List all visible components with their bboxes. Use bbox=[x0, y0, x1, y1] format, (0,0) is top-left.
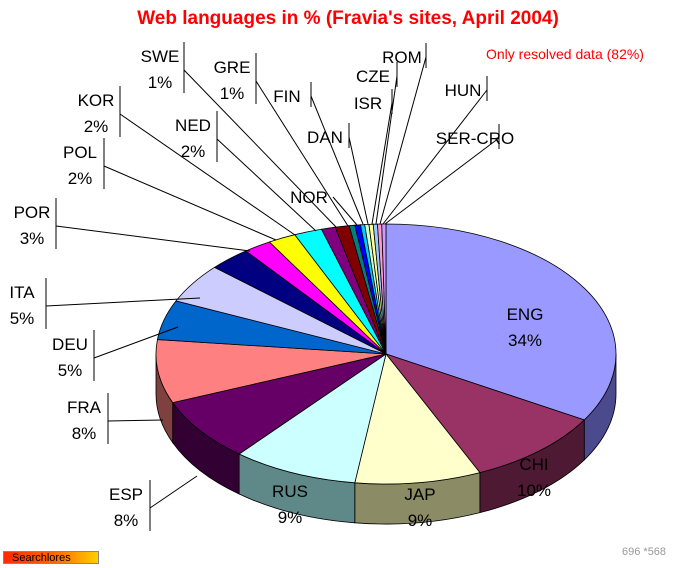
chart-subtitle: Only resolved data (82%) bbox=[486, 46, 644, 62]
leader-line-por bbox=[55, 225, 251, 252]
label-name-cze: CZE bbox=[356, 67, 390, 86]
label-value-deu: 5% bbox=[58, 361, 83, 380]
slice-jap bbox=[354, 353, 481, 485]
leader-line-gre bbox=[255, 80, 349, 227]
slice-rus bbox=[238, 353, 387, 484]
label-value-pol: 2% bbox=[68, 169, 93, 188]
label-value-eng: 34% bbox=[508, 331, 542, 350]
leader-line-fin bbox=[310, 95, 364, 225]
label-name-isr: ISR bbox=[354, 94, 382, 113]
chart-title: Web languages in % (Fravia's sites, Apri… bbox=[137, 8, 559, 29]
label-name-rom: ROM bbox=[382, 48, 422, 67]
leader-line-deu bbox=[93, 326, 179, 359]
label-name-fin: FIN bbox=[273, 87, 300, 106]
leader-line-ita bbox=[45, 297, 201, 307]
slice-fra bbox=[155, 339, 387, 404]
leader-line-isr bbox=[371, 102, 393, 225]
slice-ser-cro bbox=[381, 223, 387, 355]
leader-line-rom bbox=[379, 56, 427, 225]
pie-slices bbox=[155, 223, 617, 485]
label-name-eng: ENG bbox=[507, 305, 544, 324]
slice-chi bbox=[384, 353, 585, 474]
label-value-por: 3% bbox=[20, 229, 45, 248]
leader-line-ned bbox=[216, 138, 317, 232]
leader-line-kor bbox=[119, 113, 296, 236]
label-value-fra: 8% bbox=[72, 424, 97, 443]
label-name-ser-cro: SER-CRO bbox=[436, 129, 514, 148]
leader-line-dan bbox=[348, 136, 369, 225]
label-value-rus: 9% bbox=[278, 508, 303, 527]
label-name-ita: ITA bbox=[9, 283, 35, 302]
label-value-swe: 1% bbox=[148, 73, 173, 92]
label-name-dan: DAN bbox=[307, 128, 343, 147]
label-name-esp: ESP bbox=[109, 485, 143, 504]
label-name-por: POR bbox=[14, 203, 51, 222]
searchlores-badge[interactable]: Searchlores bbox=[3, 551, 99, 564]
label-name-deu: DEU bbox=[52, 335, 88, 354]
label-value-chi: 10% bbox=[517, 481, 551, 500]
label-name-fra: FRA bbox=[67, 398, 102, 417]
slice-esp bbox=[172, 353, 387, 455]
label-value-gre: 1% bbox=[220, 84, 245, 103]
leader-line-hun bbox=[382, 89, 488, 225]
leader-line-fra bbox=[107, 419, 164, 422]
leader-line-nor bbox=[332, 196, 358, 226]
label-name-pol: POL bbox=[63, 143, 97, 162]
label-value-esp: 8% bbox=[114, 511, 139, 530]
leader-line-pol bbox=[103, 165, 277, 241]
label-name-kor: KOR bbox=[78, 91, 115, 110]
slice-eng bbox=[385, 223, 617, 421]
image-dimensions-note: 696 *568 bbox=[622, 546, 667, 558]
label-name-swe: SWE bbox=[141, 47, 180, 66]
label-name-hun: HUN bbox=[445, 81, 482, 100]
label-name-rus: RUS bbox=[272, 482, 308, 501]
label-name-chi: CHI bbox=[519, 455, 548, 474]
label-name-ned: NED bbox=[175, 116, 211, 135]
label-value-kor: 2% bbox=[84, 117, 109, 136]
slice-labels: ENG 34% CHI 10% JAP 9% RUS 9% ESP 8% FRA 8% DEU 5% ITA… bbox=[9, 47, 551, 530]
leader-line-ser-cro bbox=[384, 137, 500, 225]
leader-line-esp bbox=[149, 475, 198, 509]
leader-line-swe bbox=[183, 69, 337, 228]
label-name-jap: JAP bbox=[404, 485, 435, 504]
label-value-jap: 9% bbox=[408, 511, 433, 530]
label-name-nor: NOR bbox=[290, 188, 328, 207]
pie-depth-sides bbox=[155, 353, 617, 525]
leader-lines bbox=[45, 42, 500, 531]
leader-line-cze bbox=[375, 75, 398, 225]
label-name-gre: GRE bbox=[214, 58, 251, 77]
label-value-ita: 5% bbox=[10, 309, 35, 328]
label-value-ned: 2% bbox=[181, 142, 206, 161]
